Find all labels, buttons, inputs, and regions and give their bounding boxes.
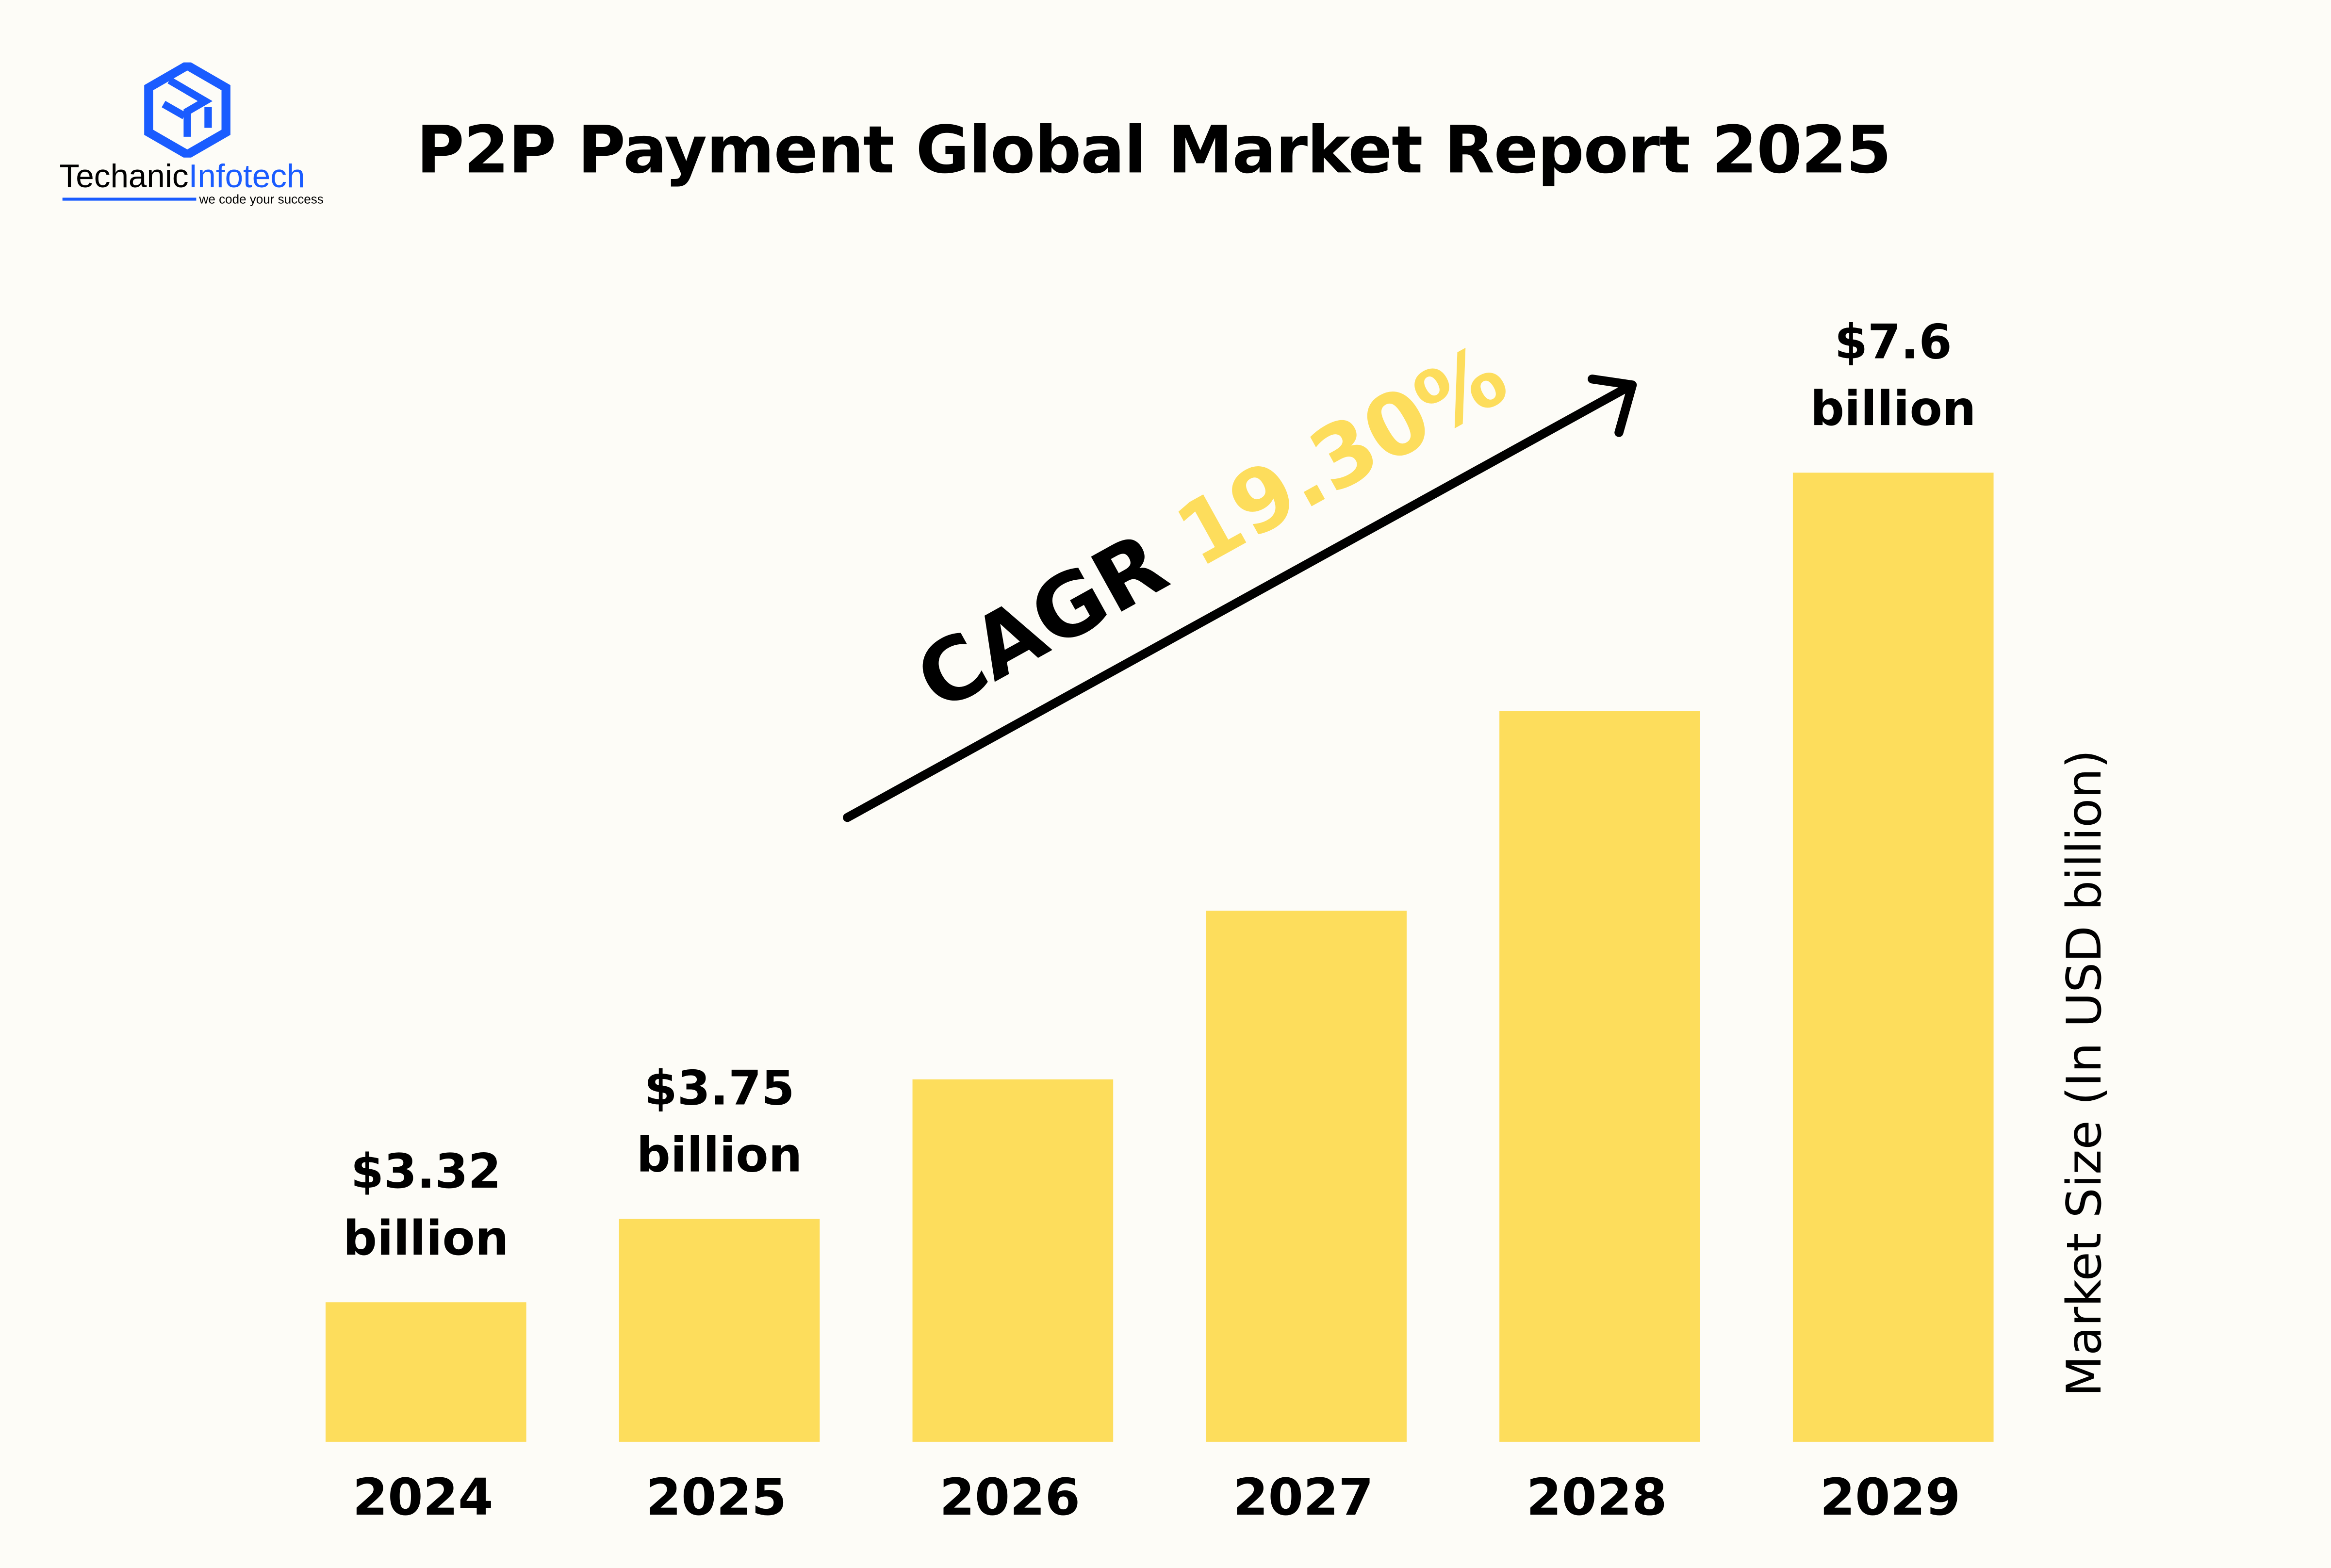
logo-text-infotech: Infotech <box>188 157 305 195</box>
logo-cube-icon <box>144 62 230 158</box>
x-tick-label: 2026 <box>939 1469 1081 1528</box>
x-tick-label: 2024 <box>352 1469 493 1528</box>
bar-2027 <box>1206 911 1407 1442</box>
bar-2024 <box>325 1302 526 1442</box>
cagr-arrow <box>843 375 1637 822</box>
data-label-line2: billion <box>636 1127 803 1183</box>
bar-2029 <box>1792 473 1994 1442</box>
data-label-line1: $3.32 <box>350 1143 501 1200</box>
data-label: $7.6 billion <box>1744 309 2042 443</box>
data-label-line1: $7.6 <box>1834 313 1952 370</box>
x-tick-label: 2029 <box>1820 1469 1961 1528</box>
data-label: $3.75 billion <box>571 1055 868 1189</box>
data-label-line1: $3.75 <box>644 1060 795 1117</box>
x-tick-label: 2027 <box>1232 1469 1374 1528</box>
bar-2028 <box>1499 711 1700 1442</box>
y-axis-label: Market Size (In USD billion) <box>2056 750 2113 1397</box>
logo-tagline: we code your success <box>199 192 324 207</box>
data-label: $3.32 billion <box>277 1139 575 1273</box>
logo-text-techanic: Techanic <box>59 157 189 195</box>
bar-2026 <box>912 1079 1114 1442</box>
data-label-line2: billion <box>1810 380 1976 437</box>
x-tick-label: 2025 <box>646 1469 787 1528</box>
x-tick-label: 2028 <box>1526 1469 1667 1528</box>
page-title: P2P Payment Global Market Report 2025 <box>416 113 1891 189</box>
data-label-line2: billion <box>343 1210 509 1267</box>
logo-wordmark: TechanicInfotech <box>60 158 305 196</box>
logo-underline <box>62 197 197 201</box>
arrow-shaft <box>843 383 1631 822</box>
arrow-head-icon <box>1588 375 1637 437</box>
bar-2025 <box>619 1219 820 1442</box>
